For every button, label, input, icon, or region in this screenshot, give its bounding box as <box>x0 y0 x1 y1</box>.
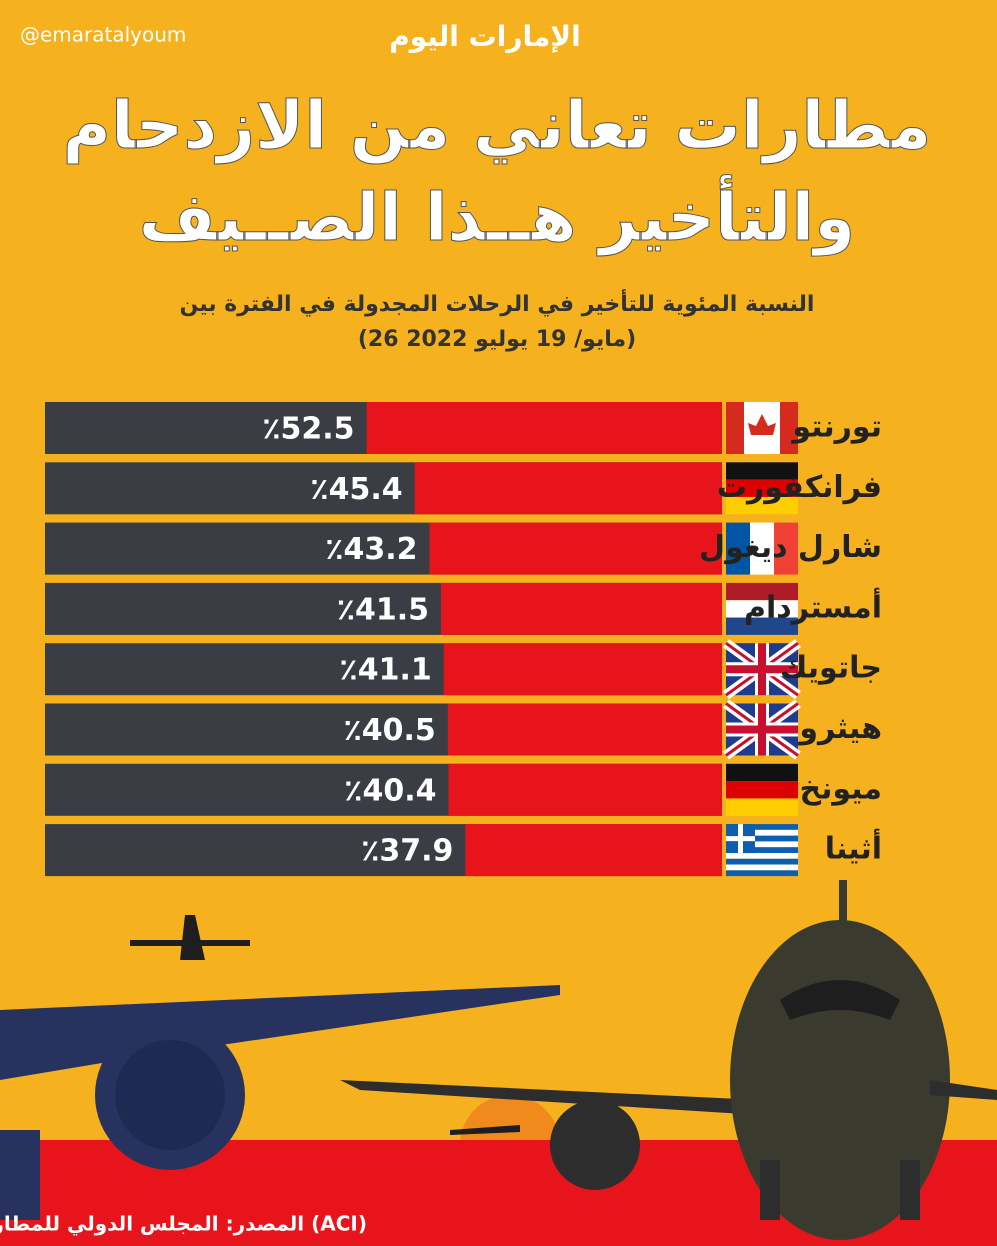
category-label: شارل ديغول <box>699 530 882 565</box>
flag-stripe <box>726 479 798 497</box>
category-label: تورنتو <box>790 410 882 445</box>
bar <box>447 703 722 756</box>
logo: الإمارات اليوم <box>389 20 581 53</box>
bar <box>414 462 722 515</box>
flag <box>726 462 798 515</box>
title-line: مطارات تعاني من الازدحام <box>63 87 932 165</box>
flag-cross <box>726 824 755 854</box>
bar <box>448 763 722 816</box>
category-label: أثينا <box>825 829 882 867</box>
flag <box>726 582 798 635</box>
flag-stripe <box>726 829 798 836</box>
flag-cross <box>726 643 798 696</box>
flag <box>726 522 798 575</box>
flag-stripe <box>750 522 774 575</box>
category-label: فرانكفورت <box>717 470 882 505</box>
flag-stripe <box>726 864 798 871</box>
flag-stripe <box>726 798 798 816</box>
flag-stripe <box>726 841 798 848</box>
flag-stripe <box>726 617 798 635</box>
flag-stripe <box>780 402 798 454</box>
category-label: ميونخ <box>799 771 882 806</box>
flag-stripe <box>726 858 798 865</box>
flag-stripe <box>726 852 798 859</box>
category-label: جاتويك <box>780 651 882 686</box>
subtitle-line: النسبة المئوية للتأخير في الرحلات المجدو… <box>180 288 815 317</box>
bar <box>429 522 722 575</box>
bar <box>366 402 722 454</box>
flag-stripe <box>726 870 798 877</box>
value-label: ٪52.5 <box>262 412 354 447</box>
handle: @emaratalyoum <box>20 23 186 47</box>
title-line: والتأخير هــذا الصــيف <box>139 174 855 257</box>
illustration <box>0 880 997 1246</box>
bar <box>465 824 722 877</box>
flag-stripe <box>726 600 798 618</box>
flag-leaf <box>748 414 776 435</box>
value-label: ٪37.9 <box>361 834 453 869</box>
flag-stripe <box>726 835 798 842</box>
value-label: ٪40.5 <box>343 713 435 748</box>
flag-stripe <box>726 462 798 480</box>
category-label: أمستردام <box>744 587 882 625</box>
bar <box>441 582 722 635</box>
flag-stripe <box>726 522 750 575</box>
value-label: ٪43.2 <box>325 532 417 567</box>
flag-stripe <box>774 522 798 575</box>
flag-stripe <box>726 496 798 515</box>
flag-stripe <box>726 824 798 830</box>
flag <box>726 763 798 816</box>
category-label: هيثرو <box>797 711 882 746</box>
flag <box>726 402 798 454</box>
flag-stripe <box>726 402 744 454</box>
flag <box>726 824 798 877</box>
flag-stripe <box>726 763 798 782</box>
flag-stripe <box>726 781 798 799</box>
value-label: ٪41.1 <box>339 653 431 688</box>
value-label: ٪40.4 <box>344 773 436 808</box>
flag <box>723 639 801 700</box>
bar <box>443 643 722 696</box>
flag-cross <box>726 703 798 756</box>
flag <box>723 699 801 760</box>
value-label: ٪45.4 <box>310 472 402 507</box>
flag-stripe <box>726 847 798 853</box>
source: المصدر: المجلس الدولي للمطارات (ACI) <box>0 1212 367 1237</box>
flag-stripe <box>726 582 798 601</box>
subtitle-line: (26 مايو/ 19 يوليو 2022) <box>358 327 636 352</box>
value-label: ٪41.5 <box>337 592 429 627</box>
